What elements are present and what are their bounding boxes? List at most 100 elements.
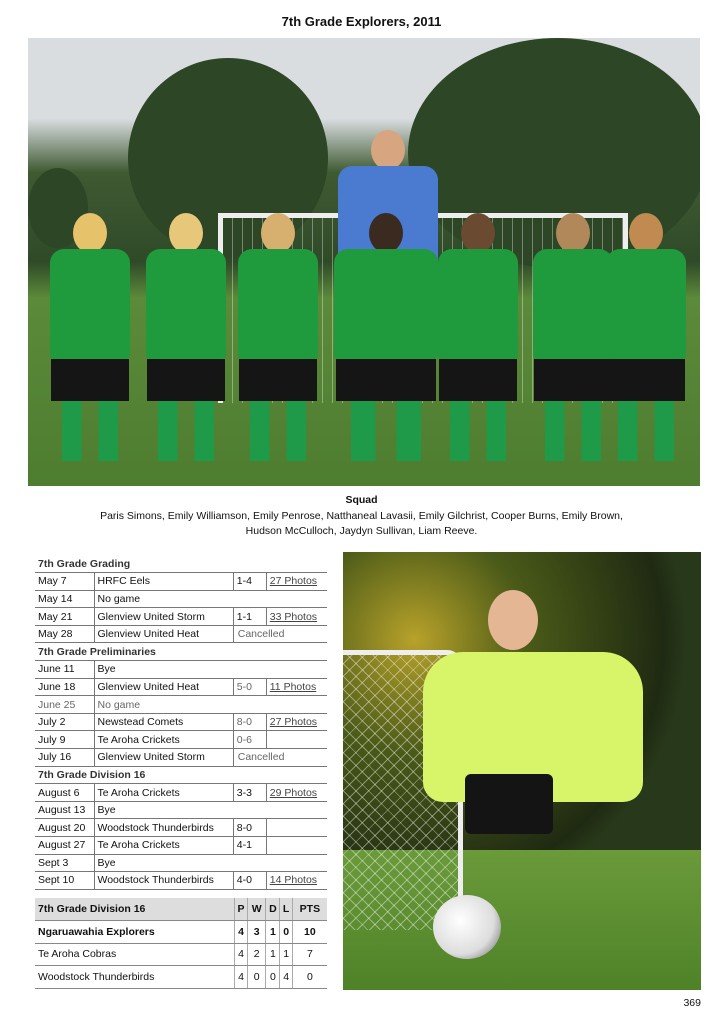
game-score: 1-4 [232, 572, 267, 591]
table-row: August 6 Te Aroha Crickets 3-3 29 Photos [35, 783, 327, 802]
table-row: Sept 10 Woodstock Thunderbirds 4-0 14 Photo… [35, 871, 327, 890]
game-opponent: Newstead Comets [93, 713, 234, 732]
table-row: August 27 Te Aroha Crickets 4-1 [35, 836, 327, 855]
photos-cell: 14 Photos [265, 871, 327, 890]
photos-cell: 29 Photos [265, 783, 327, 802]
table-row: June 18 Glenview United Heat 5-0 11 Photos [35, 678, 327, 697]
stat-value: 7 [291, 943, 327, 966]
photos-cell [265, 818, 327, 837]
table-row: August 13 Bye [35, 801, 327, 820]
game-date: Sept 10 [35, 871, 94, 890]
photos-cell: 27 Photos [265, 713, 327, 732]
photos-cell [265, 836, 327, 855]
section-title: 7th Grade Division 16 [35, 766, 327, 785]
game-opponent: HRFC Eels [93, 572, 234, 591]
team-photo [28, 38, 700, 486]
photos-link[interactable]: 14 Photos [269, 874, 318, 887]
photos-cell [265, 730, 327, 750]
column-header: D [265, 898, 280, 921]
stat-value: 0 [279, 920, 293, 944]
game-date: June 11 [35, 660, 94, 679]
column-header: PTS [291, 898, 327, 921]
section-title: 7th Grade Preliminaries [35, 642, 327, 662]
stat-value: 0 [265, 965, 280, 989]
column-header: 7th Grade Division 16 [35, 898, 235, 921]
game-opponent: Glenview United Heat [93, 678, 234, 697]
game-date: July 16 [35, 748, 94, 767]
stat-value: 10 [291, 920, 327, 944]
team-name: Woodstock Thunderbirds [35, 965, 235, 989]
game-score: 1-1 [232, 607, 267, 626]
game-opponent: Bye [93, 854, 327, 873]
game-date: August 27 [35, 836, 94, 855]
section-header: 7th Grade Division 16 [35, 766, 327, 785]
game-opponent: Woodstock Thunderbirds [93, 818, 234, 837]
squad-names-line1: Paris Simons, Emily Williamson, Emily Pe… [100, 510, 623, 522]
game-opponent: Woodstock Thunderbirds [93, 871, 234, 890]
photos-cell: 11 Photos [265, 678, 327, 697]
game-opponent: Te Aroha Crickets [93, 730, 234, 750]
table-row: June 11 Bye [35, 660, 327, 679]
game-date: July 2 [35, 713, 94, 732]
game-opponent: No game [93, 695, 327, 714]
game-opponent: Glenview United Heat [93, 625, 234, 644]
stat-value: 4 [279, 965, 293, 989]
game-opponent: Bye [93, 801, 327, 820]
squad-heading: Squad [345, 494, 378, 506]
game-opponent: Glenview United Storm [93, 748, 234, 767]
stat-value: 4 [233, 920, 248, 944]
stat-value: 1 [265, 943, 280, 966]
game-date: August 13 [35, 801, 94, 820]
column-header: W [247, 898, 266, 921]
table-row: Sept 3 Bye [35, 854, 327, 873]
game-date: May 14 [35, 590, 94, 609]
schedule-table: 7th Grade Grading May 7 HRFC Eels 1-4 27 Pho… [35, 555, 327, 890]
game-date: July 9 [35, 730, 94, 750]
table-row: July 2 Newstead Comets 8-0 27 Photos [35, 713, 327, 732]
column-header: L [279, 898, 293, 921]
section-title: 7th Grade Grading [35, 555, 327, 574]
standings-row: Te Aroha Cobras 4 2 1 1 7 [35, 943, 327, 966]
game-opponent: Te Aroha Crickets [93, 783, 234, 802]
standings-row: Woodstock Thunderbirds 4 0 0 4 0 [35, 965, 327, 989]
game-date: June 25 [35, 695, 94, 714]
game-date: Sept 3 [35, 854, 94, 873]
game-score: 4-1 [232, 836, 267, 855]
team-name: Ngaruawahia Explorers [35, 920, 235, 944]
photos-link[interactable]: 27 Photos [269, 575, 318, 588]
section-header: 7th Grade Preliminaries [35, 642, 327, 662]
game-date: May 28 [35, 625, 94, 644]
section-header: 7th Grade Grading [35, 555, 327, 574]
table-row: May 14 No game [35, 590, 327, 609]
game-score: 8-0 [232, 818, 267, 837]
page-title: 7th Grade Explorers, 2011 [281, 14, 442, 29]
standings-row: Ngaruawahia Explorers 4 3 1 0 10 [35, 920, 327, 944]
game-date: June 18 [35, 678, 94, 697]
stat-value: 2 [247, 943, 266, 966]
standings-header: 7th Grade Division 16 P W D L PTS [35, 898, 327, 921]
photos-cell: 27 Photos [265, 572, 327, 591]
photos-link[interactable]: 11 Photos [269, 680, 317, 693]
table-row: July 16 Glenview United Storm Cancelled [35, 748, 327, 767]
column-header: P [233, 898, 248, 921]
game-date: August 6 [35, 783, 94, 802]
stat-value: 0 [247, 965, 266, 989]
team-name: Te Aroha Cobras [35, 943, 235, 966]
stat-value: 4 [233, 965, 248, 989]
standings-table: 7th Grade Division 16 P W D L PTS Ngaruawahia … [35, 898, 327, 989]
table-row: May 7 HRFC Eels 1-4 27 Photos [35, 572, 327, 591]
photos-link[interactable]: 29 Photos [269, 786, 318, 799]
photos-link[interactable]: 33 Photos [269, 610, 318, 623]
game-score: 5-0 [232, 678, 267, 697]
stat-value: 1 [265, 920, 280, 944]
game-score: 0-6 [232, 730, 267, 750]
game-status: Cancelled [232, 748, 327, 767]
goalkeeper-photo [343, 552, 701, 990]
game-opponent: Bye [93, 660, 327, 679]
stat-value: 3 [247, 920, 266, 944]
game-score: 3-3 [232, 783, 267, 802]
table-row: May 21 Glenview United Storm 1-1 33 Photos [35, 607, 327, 626]
stat-value: 4 [233, 943, 248, 966]
photos-link[interactable]: 27 Photos [269, 716, 318, 729]
game-score: 8-0 [232, 713, 267, 732]
